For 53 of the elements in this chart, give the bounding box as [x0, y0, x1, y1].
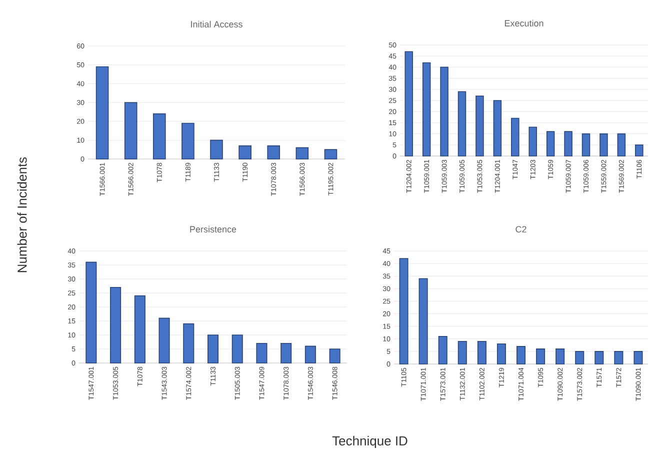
bar: [493, 100, 502, 156]
bar: [280, 343, 292, 364]
bar: [575, 351, 584, 364]
bar: [582, 133, 590, 156]
bar: [600, 133, 608, 156]
bar: [183, 323, 194, 364]
bar: [546, 131, 555, 156]
bar: [422, 62, 431, 156]
bar: [634, 351, 643, 364]
bar: [256, 343, 268, 364]
bar: [324, 149, 338, 160]
bar: [134, 295, 146, 364]
chart-title: Execution: [504, 20, 544, 26]
bar: [124, 102, 138, 160]
bar: [238, 145, 252, 160]
bar: [182, 122, 194, 160]
bar: [152, 113, 166, 160]
bar: [556, 348, 565, 364]
bar: [617, 133, 626, 156]
bar: [476, 96, 484, 156]
bar: [635, 144, 644, 156]
bar: [96, 66, 109, 160]
bar: [440, 66, 448, 156]
bar: [110, 287, 122, 364]
chart-title: Persistence: [190, 226, 236, 232]
bar: [458, 91, 466, 156]
bar: [158, 318, 170, 364]
bar: [210, 140, 223, 160]
bar: [296, 147, 309, 160]
bar: [418, 278, 428, 364]
chart-title: Initial Access: [191, 20, 242, 28]
bar: [86, 262, 97, 364]
bar: [304, 346, 316, 364]
bar: [207, 334, 219, 364]
y-axis-title: Number of Incidents: [17, 157, 27, 272]
bar: [511, 118, 520, 156]
bar: [232, 334, 243, 364]
bar: [399, 258, 408, 364]
bar: [438, 336, 448, 364]
bar: [267, 145, 280, 160]
bar: [516, 346, 526, 364]
bar: [496, 344, 506, 364]
bar: [528, 126, 537, 156]
bar: [404, 51, 413, 156]
bar: [536, 348, 546, 364]
bar: [329, 348, 340, 364]
bar: [594, 351, 604, 364]
bar: [477, 341, 486, 364]
bar: [564, 131, 572, 156]
x-axis-title: Technique ID: [332, 436, 408, 448]
chart-title: C2: [516, 226, 526, 232]
bar: [614, 351, 624, 364]
bar: [458, 341, 467, 364]
